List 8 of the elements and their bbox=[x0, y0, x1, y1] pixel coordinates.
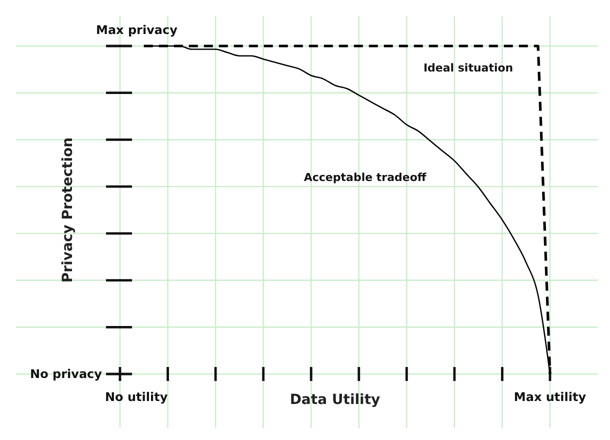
y-axis-title: Privacy Protection bbox=[60, 137, 76, 283]
text: Max privacy bbox=[96, 23, 178, 37]
annotation: Acceptable tradeoff bbox=[304, 171, 426, 184]
x-axis-title: Data Utility bbox=[290, 392, 380, 408]
annotation: Ideal situation bbox=[423, 61, 514, 74]
text: No utility bbox=[105, 390, 168, 404]
text: Max utility bbox=[514, 390, 586, 404]
text: No privacy bbox=[30, 367, 102, 381]
